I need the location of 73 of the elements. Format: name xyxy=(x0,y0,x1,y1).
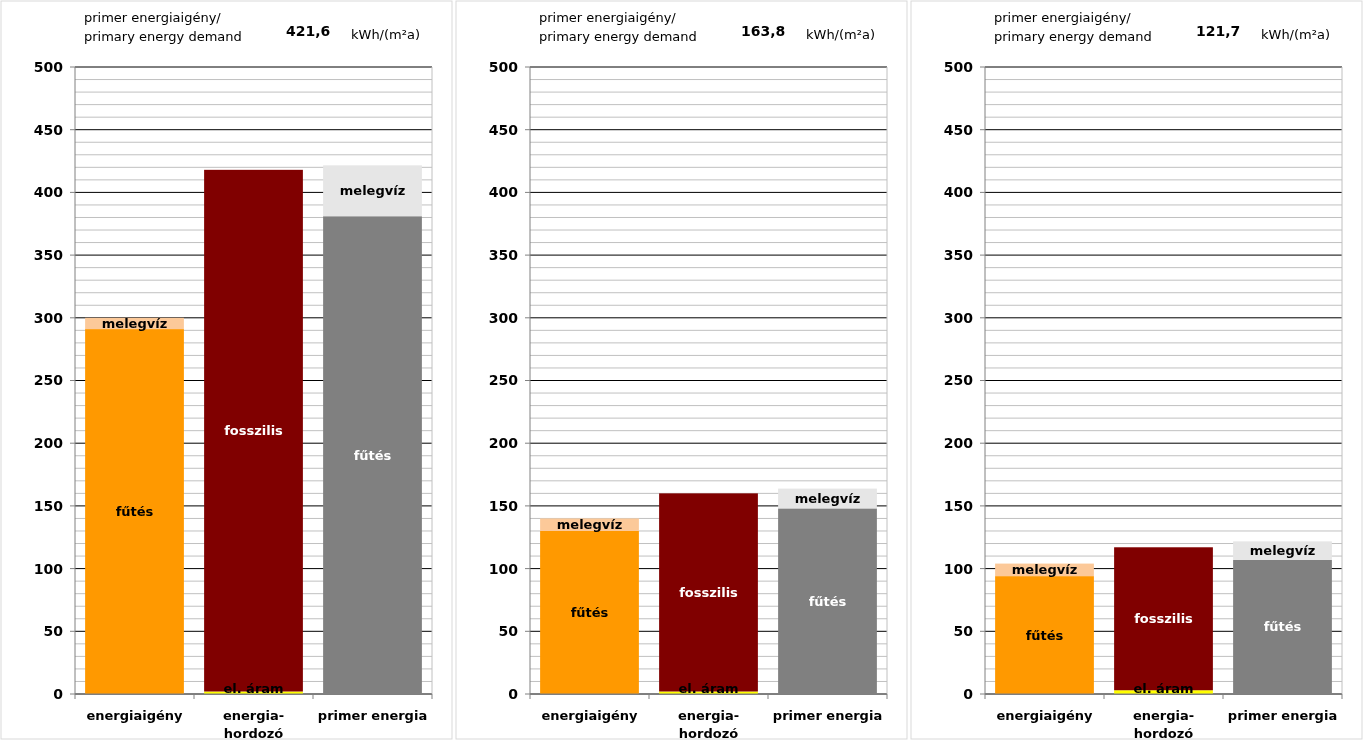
x-tick-label: energia- hordozó xyxy=(677,708,740,741)
text: kWh/(m²a) xyxy=(351,27,420,42)
y-tick-label: 200 xyxy=(488,435,519,452)
y-tick-label: 50 xyxy=(43,623,64,640)
x-tick-label: energia- hordozó xyxy=(222,708,285,741)
y-tick-label: 500 xyxy=(943,58,974,75)
y-tick-label: 0 xyxy=(53,685,64,702)
chart-subtitle: 421,6 xyxy=(286,23,331,39)
bar xyxy=(540,530,639,694)
data-label: melegvíz xyxy=(794,491,861,507)
chart-subtitle: 163,8 xyxy=(741,23,786,39)
y-tick-label: 350 xyxy=(488,247,519,263)
y-tick-label: 50 xyxy=(498,623,519,640)
chart-subtitle: 121,7 xyxy=(1196,23,1241,39)
bar xyxy=(995,576,1094,694)
data-label: melegvíz xyxy=(101,315,168,331)
x-tick-label: primer energia xyxy=(772,708,883,723)
data-label: melegvíz xyxy=(556,517,623,533)
y-tick-label: 500 xyxy=(488,58,519,75)
data-label: melegvíz xyxy=(1011,562,1078,578)
data-label: fosszilis xyxy=(224,423,284,439)
y-tick-label: 250 xyxy=(488,372,519,389)
y-tick-label: 450 xyxy=(33,121,64,138)
y-tick-label: 300 xyxy=(33,309,64,326)
y-tick-label: 400 xyxy=(33,184,64,201)
data-label: fűtés xyxy=(115,504,154,520)
chart-title: primer energiaigény/ primary energy demand xyxy=(994,10,1152,44)
y-tick-label: 450 xyxy=(943,121,974,138)
y-tick-label: 500 xyxy=(33,58,64,75)
y-tick-label: 250 xyxy=(33,372,64,389)
x-tick-label: energia- hordozó xyxy=(1132,708,1195,741)
x-tick-label: primer energia xyxy=(1227,708,1338,723)
text: kWh/(m²a) xyxy=(1261,27,1330,42)
chart-title: primer energiaigény/ primary energy demand xyxy=(84,10,242,44)
y-tick-label: 300 xyxy=(943,309,974,326)
y-tick-label: 0 xyxy=(508,685,519,702)
y-tick-label: 150 xyxy=(943,497,974,514)
x-tick-label: energiaigény xyxy=(996,708,1094,723)
y-tick-label: 100 xyxy=(943,560,974,577)
bar xyxy=(1114,547,1213,691)
data-label: melegvíz xyxy=(1249,543,1316,559)
data-label: fosszilis xyxy=(679,584,739,600)
data-label: fosszilis xyxy=(1134,611,1194,627)
y-tick-label: 150 xyxy=(33,497,64,514)
y-tick-label: 350 xyxy=(943,247,974,263)
x-tick-label: primer energia xyxy=(317,708,428,723)
x-tick-label: energiaigény xyxy=(86,708,184,723)
bar xyxy=(204,169,303,692)
data-label: fűtés xyxy=(1025,627,1064,643)
y-tick-label: 50 xyxy=(953,623,974,640)
y-tick-label: 400 xyxy=(943,184,974,201)
bar xyxy=(659,493,758,692)
data-label: fűtés xyxy=(353,447,392,463)
bar xyxy=(85,329,184,694)
y-tick-label: 100 xyxy=(33,560,64,577)
y-tick-label: 100 xyxy=(488,560,519,577)
chart-title: primer energiaigény/ primary energy demand xyxy=(539,10,697,44)
y-tick-label: 450 xyxy=(488,121,519,138)
y-tick-label: 400 xyxy=(488,184,519,201)
data-label: fűtés xyxy=(808,593,847,609)
text: kWh/(m²a) xyxy=(806,27,875,42)
y-tick-label: 300 xyxy=(488,309,519,326)
data-label: fűtés xyxy=(570,605,609,621)
x-tick-label: energiaigény xyxy=(541,708,639,723)
y-tick-label: 150 xyxy=(488,497,519,514)
data-label: melegvíz xyxy=(339,183,406,199)
y-tick-label: 200 xyxy=(943,435,974,452)
y-tick-label: 250 xyxy=(943,372,974,389)
y-tick-label: 350 xyxy=(33,247,64,263)
y-tick-label: 0 xyxy=(963,685,974,702)
bar xyxy=(323,165,422,217)
y-tick-label: 200 xyxy=(33,435,64,452)
data-label: fűtés xyxy=(1263,619,1302,635)
